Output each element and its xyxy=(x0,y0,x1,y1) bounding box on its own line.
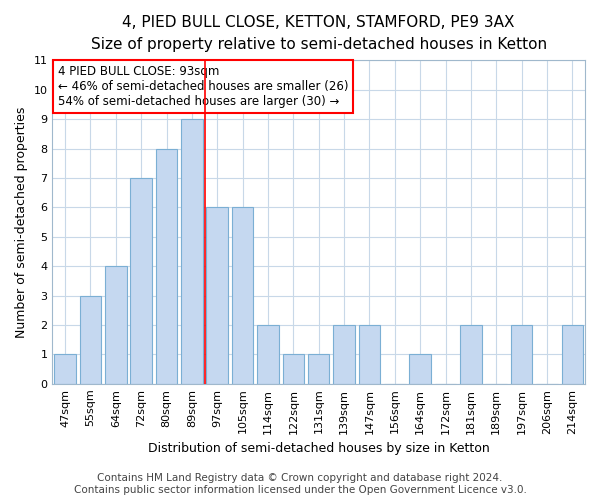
Bar xyxy=(257,325,279,384)
Text: 4 PIED BULL CLOSE: 93sqm
← 46% of semi-detached houses are smaller (26)
54% of s: 4 PIED BULL CLOSE: 93sqm ← 46% of semi-d… xyxy=(58,65,348,108)
Bar xyxy=(156,148,178,384)
Title: 4, PIED BULL CLOSE, KETTON, STAMFORD, PE9 3AX
Size of property relative to semi-: 4, PIED BULL CLOSE, KETTON, STAMFORD, PE… xyxy=(91,15,547,52)
Bar xyxy=(55,354,76,384)
Bar xyxy=(333,325,355,384)
Bar xyxy=(460,325,482,384)
Y-axis label: Number of semi-detached properties: Number of semi-detached properties xyxy=(15,106,28,338)
X-axis label: Distribution of semi-detached houses by size in Ketton: Distribution of semi-detached houses by … xyxy=(148,442,490,455)
Bar xyxy=(308,354,329,384)
Bar xyxy=(232,208,253,384)
Text: Contains HM Land Registry data © Crown copyright and database right 2024.
Contai: Contains HM Land Registry data © Crown c… xyxy=(74,474,526,495)
Bar xyxy=(359,325,380,384)
Bar xyxy=(105,266,127,384)
Bar xyxy=(80,296,101,384)
Bar xyxy=(562,325,583,384)
Bar xyxy=(181,119,203,384)
Bar xyxy=(130,178,152,384)
Bar xyxy=(206,208,228,384)
Bar xyxy=(283,354,304,384)
Bar xyxy=(409,354,431,384)
Bar xyxy=(511,325,532,384)
